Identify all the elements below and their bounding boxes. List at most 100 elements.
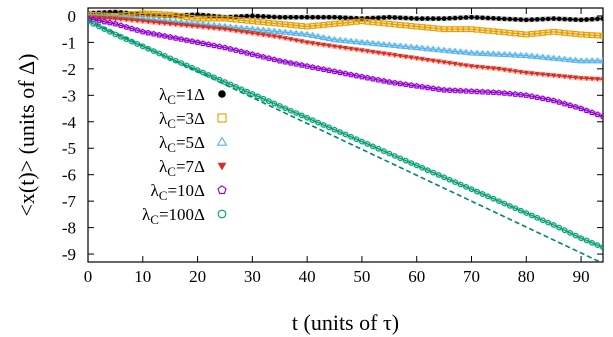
legend-label: λC=1Δ xyxy=(159,85,205,107)
data-point xyxy=(364,49,371,54)
data-point xyxy=(270,27,278,34)
data-point xyxy=(435,46,443,53)
data-point xyxy=(573,17,578,22)
data-point xyxy=(352,38,361,45)
data-point xyxy=(299,39,305,44)
data-point xyxy=(391,79,398,86)
data-point xyxy=(567,30,574,37)
data-point xyxy=(336,69,344,76)
data-point xyxy=(452,87,459,94)
data-point xyxy=(594,111,601,118)
data-point xyxy=(386,150,393,157)
data-point xyxy=(287,21,294,28)
data-point xyxy=(599,57,603,64)
data-point xyxy=(446,26,453,33)
axis-ticks: 0 10 20 30 40 50 60 70 80 90 0 -1 -2 -3 -4 -5 -6 -7 -8 -9 xyxy=(62,7,603,286)
data-point xyxy=(430,58,436,64)
data-point xyxy=(249,51,256,57)
data-point xyxy=(282,58,289,65)
data-point xyxy=(304,63,311,69)
data-point xyxy=(326,21,333,28)
data-point xyxy=(567,75,573,80)
data-point xyxy=(517,207,524,214)
data-point xyxy=(151,20,157,25)
data-point xyxy=(112,16,119,22)
data-point xyxy=(391,41,399,49)
data-point xyxy=(495,50,503,57)
data-point xyxy=(315,65,322,71)
data-point xyxy=(600,77,603,83)
legend-label-sub: C xyxy=(167,116,176,131)
data-point xyxy=(156,50,163,57)
data-point xyxy=(474,15,480,20)
data-point xyxy=(189,64,195,71)
data-point xyxy=(227,81,234,88)
data-point xyxy=(118,17,124,22)
data-point xyxy=(507,203,513,209)
data-point xyxy=(255,13,261,19)
data-point xyxy=(496,198,502,204)
data-point xyxy=(600,32,603,39)
data-point xyxy=(156,31,163,38)
data-point xyxy=(506,90,513,97)
data-point xyxy=(342,131,349,138)
data-point xyxy=(414,16,420,21)
data-point xyxy=(276,103,283,109)
data-point xyxy=(347,37,355,44)
data-point xyxy=(490,89,497,95)
data-point xyxy=(561,227,568,234)
legend-label-main: λ xyxy=(159,133,168,152)
x-axis-title: t (units of τ) xyxy=(292,310,399,335)
data-point xyxy=(347,71,355,78)
data-point xyxy=(419,83,426,90)
data-point xyxy=(469,14,474,20)
data-point xyxy=(189,24,195,29)
data-point xyxy=(578,235,584,242)
data-point xyxy=(380,20,387,27)
data-point xyxy=(467,49,476,56)
series-line xyxy=(88,20,603,248)
data-point xyxy=(217,162,227,171)
data-point xyxy=(375,76,382,83)
data-point xyxy=(173,22,179,28)
data-point xyxy=(123,23,130,30)
data-point xyxy=(490,28,497,35)
data-point xyxy=(255,32,261,37)
data-point xyxy=(584,17,589,22)
data-point xyxy=(540,16,546,22)
data-point xyxy=(582,57,591,64)
data-point xyxy=(217,209,227,219)
y-tick-label: -9 xyxy=(62,245,76,264)
legend-label: λC=3Δ xyxy=(159,109,205,131)
data-point xyxy=(287,107,294,114)
data-point xyxy=(128,25,135,32)
legend-label-rest: =1Δ xyxy=(176,85,205,104)
data-point xyxy=(441,86,448,93)
data-point xyxy=(128,38,135,45)
data-point xyxy=(545,16,551,22)
data-point xyxy=(413,43,421,51)
data-point xyxy=(288,37,294,42)
data-point xyxy=(293,110,300,116)
data-point xyxy=(462,87,470,94)
data-point xyxy=(430,25,437,32)
series xyxy=(88,10,603,39)
data-point xyxy=(194,24,201,30)
data-point xyxy=(320,66,327,72)
data-point xyxy=(364,74,371,81)
data-point xyxy=(304,114,310,121)
data-point xyxy=(517,91,524,98)
data-point xyxy=(375,145,382,152)
data-point xyxy=(232,47,239,53)
data-point xyxy=(468,88,475,94)
x-tick-label: 60 xyxy=(408,267,425,286)
data-point xyxy=(167,33,174,40)
data-point xyxy=(578,31,585,38)
data-point xyxy=(218,90,226,98)
data-point xyxy=(589,32,595,39)
data-point xyxy=(118,34,124,40)
data-point xyxy=(484,88,491,95)
data-point xyxy=(266,33,272,39)
data-point xyxy=(589,109,596,116)
data-point xyxy=(397,53,403,59)
